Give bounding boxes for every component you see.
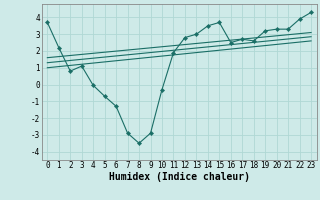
X-axis label: Humidex (Indice chaleur): Humidex (Indice chaleur) — [109, 172, 250, 182]
